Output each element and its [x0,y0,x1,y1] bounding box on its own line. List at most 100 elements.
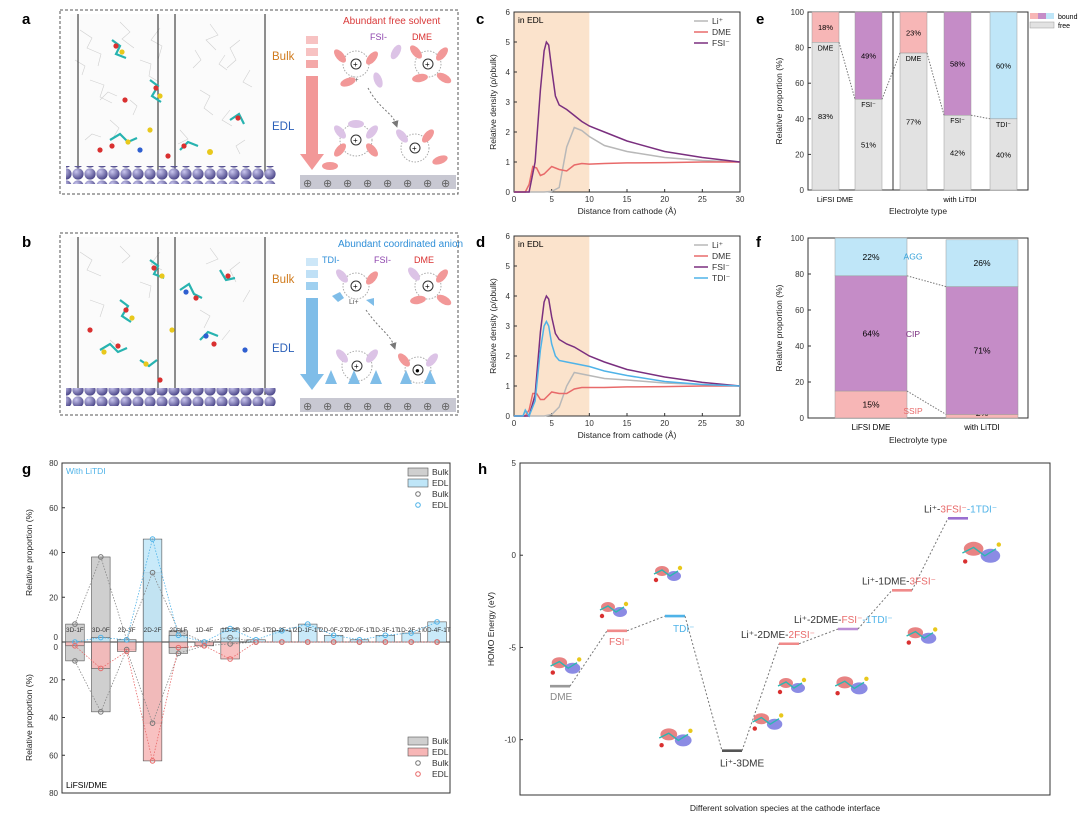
category-label: with LiTDI [963,423,1000,432]
y-tick-label: 4 [506,68,511,77]
bar-label-free: 77% [906,117,921,126]
bar-top-edl [323,634,344,643]
energy-label: DME [550,692,573,703]
y-tick-label: 1 [506,382,511,391]
svg-text:+: + [412,144,417,153]
y-axis-label: Relative density (ρ/ρbulk) [488,54,498,150]
y-tick-label: 20 [795,378,804,387]
energy-label-part: Li⁺-2DME- [794,615,842,626]
legend-marker [415,491,421,497]
marker-bottom-edl [98,665,104,672]
orbital-lobe [850,682,868,695]
orbital-atom [933,627,938,632]
orbital-atom [835,691,840,696]
legend-label: EDL [432,747,449,757]
panel-a-dme-label: DME [412,32,432,42]
legend-label: Bulk [432,758,449,768]
bar-species-label: TDI⁻ [996,122,1011,129]
panel-b-title: Abundant coordinated anion [338,239,463,250]
plot-frame [807,237,1029,419]
x-tick-label: 5 [549,195,554,204]
marker-top-edl [72,639,78,645]
bar-label-bound: 18% [818,23,833,32]
series-line-DME [514,385,740,417]
y-axis-label: Relative proportion (%) [774,57,784,144]
x-axis-label: Electrolyte type [889,206,947,216]
energy-label: Li⁺-2DME-FSI⁻-1TDI⁻ [794,615,893,626]
orbital-bond [653,569,679,577]
homo-chart-h: -10 -5 0 5 HOMO Energy (eV) Different solvati… [486,459,1051,813]
x-tick-label: 15 [623,419,632,428]
orbital-structure-icon [752,713,784,731]
panel-b-dme-label: DME [414,255,434,265]
top-title: With LiTDI [66,466,106,476]
energy-label-part: DME [550,692,573,703]
energy-label-part: TDI⁻ [673,624,694,635]
energy-label: Li⁺-1DME-3FSI⁻ [862,576,936,587]
md-snapshot-b [66,237,276,406]
panel-label-e: e [756,11,764,28]
edl-region [514,12,590,192]
y-tick-label: 6 [506,8,511,17]
md-snapshot-a [66,14,276,184]
y-tick-label: 0 [506,188,511,197]
connector [684,615,723,751]
orbital-bond [550,660,578,670]
connector [906,275,947,288]
panel-label-b: b [22,234,31,251]
bar-free [989,118,1018,191]
y-tick-label: 20 [49,593,58,602]
orbital-lobe [655,566,669,576]
connector [911,518,949,591]
bar-bound [899,11,928,54]
connector [798,628,839,645]
y-tick-label: 3 [506,322,511,331]
panel-a-frame [59,9,459,195]
orbital-bond [906,630,934,640]
bar-label-free: 51% [861,141,876,150]
y-tick-label: 60 [49,751,58,760]
svg-text:⊕: ⊕ [403,401,412,413]
series-line-FSI- [514,294,741,417]
energy-label-part: Li⁺-3DME [720,759,765,770]
panel-b-edl-label: EDL [272,343,295,355]
category-label: 3D-0F [92,627,110,634]
bar-free [943,114,972,191]
orbital-lobe [920,632,937,644]
orbital-atom [623,601,629,607]
x-axis-label: Distance from cathode (Å) [578,430,677,440]
orbital-bond [752,716,780,726]
legend-label: bound [1058,14,1078,21]
orbital-atom [659,743,664,748]
orbital-lobe [660,728,678,741]
panel-b-electrode: ⊕ ⊕ ⊕ ⊕ ⊕ ⊕ ⊕ ⊕ [300,398,456,413]
bar-label-bound: 58% [950,60,965,69]
category-label: 2D-0F-1T [346,627,373,634]
energy-label-part: 3FSI⁻ [940,504,966,515]
y-tick-label: 0 [54,633,59,642]
orbital-bond [777,681,803,689]
orbital-atom [653,577,659,583]
cluster-chart-g: 00 20 20 40 40 60 60 80 80 Relative proportion (%… [24,459,451,798]
marker-top-edl [149,536,156,542]
panel-b-arrow [300,258,324,390]
svg-text:⊕: ⊕ [363,178,372,190]
orbital-atom [777,689,783,695]
orbital-atom [577,657,582,662]
orbital-atom [550,670,555,675]
bar-free [811,42,840,191]
orbital-structure-icon [599,601,629,619]
x-tick-label: 25 [698,195,707,204]
bar-bound [943,11,972,116]
bar-label-free: 42% [950,149,965,158]
y-tick-label: 80 [49,459,58,468]
legend-swatch [407,467,429,477]
energy-label-part: -1TDI⁻ [862,615,892,626]
bar-label-bound: 23% [906,28,921,37]
x-tick-label: 10 [585,195,594,204]
marker-bottom-bulk [123,646,130,653]
y-tick-label: 0 [54,643,59,652]
category-label: 2D-2F [144,627,162,634]
bar-bound [811,11,840,43]
panel-label-g: g [22,461,31,478]
